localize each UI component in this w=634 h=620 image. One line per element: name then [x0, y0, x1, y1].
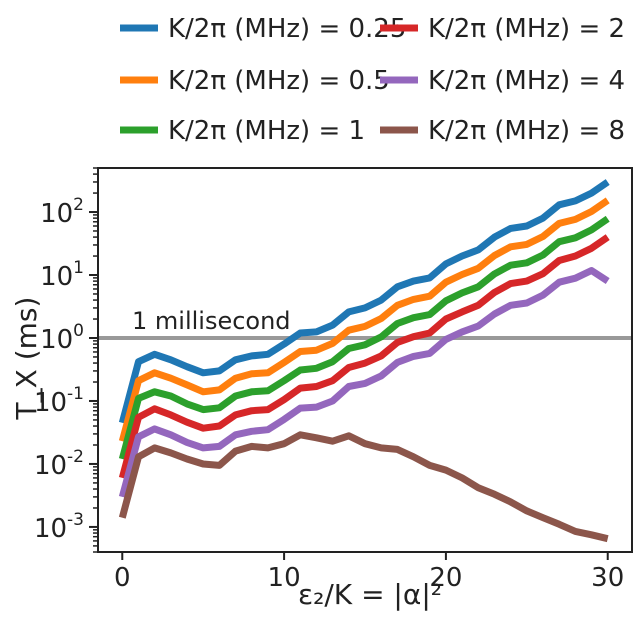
- x-tick-label: 0: [114, 563, 131, 593]
- series-line-3: [118, 267, 610, 498]
- legend-label-1: K/2π (MHz) = 2: [428, 14, 625, 44]
- legend: K/2π (MHz) = 0.25 K/2π (MHz) = 2 K/2π (MHz…: [120, 14, 625, 146]
- series-line-5: [118, 431, 609, 543]
- y-tick-label: 10-2: [34, 447, 84, 481]
- series-line-1: [118, 234, 610, 479]
- y-tick-label: 10-3: [34, 510, 84, 544]
- legend-label-0: K/2π (MHz) = 0.25: [168, 14, 406, 44]
- plot-frame: [97, 167, 633, 553]
- x-tick-label: 30: [591, 563, 624, 593]
- legend-label-5: K/2π (MHz) = 8: [428, 116, 625, 146]
- x-tick-label: 20: [429, 563, 462, 593]
- y-tick-label: 100: [40, 321, 84, 355]
- annotation-1-millisecond: 1 millisecond: [132, 307, 291, 335]
- x-axis-ticks: 0 10 20 30: [114, 552, 624, 593]
- legend-label-3: K/2π (MHz) = 4: [428, 66, 625, 96]
- y-tick-label: 101: [40, 258, 84, 292]
- series-line-0: [118, 179, 610, 424]
- y-tick-label: 102: [40, 195, 84, 229]
- legend-label-4: K/2π (MHz) = 1: [168, 116, 365, 146]
- series-group: [118, 179, 610, 543]
- x-axis-label: ε₂/K = |α|²: [298, 578, 442, 611]
- series-line-2: [118, 197, 610, 443]
- series-line-4: [118, 215, 610, 460]
- y-axis-label: T_X (ms): [10, 297, 43, 421]
- legend-label-2: K/2π (MHz) = 0.5: [168, 66, 390, 96]
- x-tick-label: 10: [268, 563, 301, 593]
